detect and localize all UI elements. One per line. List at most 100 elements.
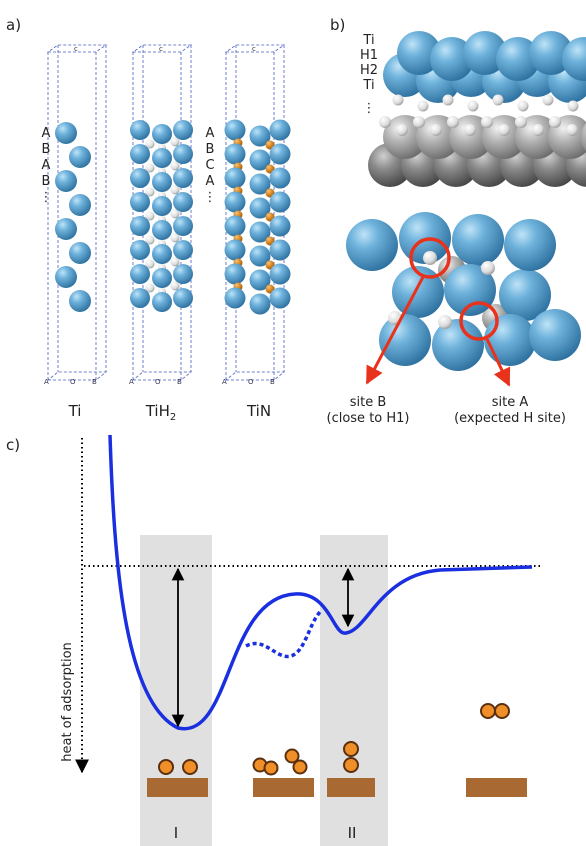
h-atom bbox=[171, 162, 180, 171]
stacking-label: B bbox=[206, 142, 215, 157]
layer-label: Ti bbox=[362, 78, 374, 93]
structure-name: TiN bbox=[246, 402, 271, 420]
h-atom bbox=[294, 761, 307, 774]
h-atom bbox=[183, 760, 197, 774]
ti-atom bbox=[173, 216, 193, 236]
stacking-label: B bbox=[42, 174, 51, 189]
h-atom bbox=[464, 124, 476, 136]
figure: a) b) c) cAOBcAOBcAOBABAB⋮ABCA⋮TiH1H2Ti⋮… bbox=[0, 0, 586, 846]
cell-label: O bbox=[155, 378, 161, 386]
surface bbox=[466, 778, 527, 797]
h-atom bbox=[498, 124, 510, 136]
ti-atom bbox=[270, 192, 291, 213]
ti-atom bbox=[152, 196, 172, 216]
ti-atom bbox=[152, 124, 172, 144]
ti-atom bbox=[225, 168, 246, 189]
ti-atom bbox=[504, 219, 556, 271]
cell-label: B bbox=[92, 378, 97, 386]
cell-label: O bbox=[248, 378, 254, 386]
structure-name: TiH2 bbox=[145, 402, 177, 423]
site-note: (close to H1) bbox=[327, 411, 410, 426]
h-atom bbox=[481, 704, 495, 718]
cell-label: c bbox=[159, 45, 163, 53]
layer-label: Ti bbox=[362, 33, 374, 48]
ti-atom bbox=[173, 120, 193, 140]
ti-atom bbox=[173, 168, 193, 188]
h-atom bbox=[468, 101, 479, 112]
ti-atom bbox=[270, 264, 291, 285]
site-name: site B bbox=[350, 395, 387, 410]
ti-atom bbox=[225, 192, 246, 213]
ti-atom bbox=[346, 219, 398, 271]
ti-atom bbox=[55, 122, 77, 144]
subscript: 2 bbox=[170, 412, 176, 423]
stacking-label: A bbox=[206, 174, 215, 189]
ti-atom bbox=[69, 146, 91, 168]
ti-atom bbox=[69, 194, 91, 216]
ti-atom bbox=[225, 216, 246, 237]
site-name: site A bbox=[492, 395, 529, 410]
ti-atom bbox=[379, 314, 431, 366]
h-atom bbox=[515, 116, 527, 128]
ti-atom bbox=[270, 240, 291, 261]
h-atom bbox=[495, 704, 509, 718]
cell-label: B bbox=[270, 378, 275, 386]
ti-atom bbox=[225, 144, 246, 165]
cell-label: c bbox=[252, 45, 256, 53]
h-atom bbox=[171, 282, 180, 291]
ti-atom bbox=[152, 148, 172, 168]
ti-atom bbox=[225, 240, 246, 261]
h-atom bbox=[568, 101, 579, 112]
ti-atom bbox=[452, 214, 504, 266]
ti-atom bbox=[152, 268, 172, 288]
region-label: II bbox=[348, 824, 357, 842]
h-atom bbox=[171, 210, 180, 219]
h-atom bbox=[171, 138, 180, 147]
ti-atom bbox=[250, 294, 271, 315]
ti-atom bbox=[152, 172, 172, 192]
h-atom bbox=[566, 124, 578, 136]
region-band bbox=[140, 535, 212, 846]
h-atom bbox=[543, 95, 554, 106]
h-atom bbox=[171, 186, 180, 195]
ti-atom bbox=[270, 168, 291, 189]
region-band bbox=[320, 535, 388, 846]
h-atom bbox=[171, 258, 180, 267]
h-atom bbox=[447, 116, 459, 128]
ti-atom bbox=[270, 216, 291, 237]
h-atom bbox=[344, 758, 358, 772]
ti-atom bbox=[270, 120, 291, 141]
ti-atom bbox=[173, 144, 193, 164]
ti-atom bbox=[529, 309, 581, 361]
layer-label: ⋮ bbox=[363, 101, 376, 116]
surfaces bbox=[147, 778, 527, 797]
cell-label: B bbox=[177, 378, 182, 386]
ti-atom bbox=[55, 218, 77, 240]
h-atom bbox=[430, 124, 442, 136]
h-atom bbox=[443, 95, 454, 106]
h-atom bbox=[438, 315, 452, 329]
ti-atom bbox=[152, 244, 172, 264]
cell-label: A bbox=[44, 378, 49, 386]
surface bbox=[327, 778, 375, 797]
cell-label: A bbox=[222, 378, 227, 386]
site-note: (expected H site) bbox=[454, 411, 566, 426]
formula: TiH bbox=[145, 402, 170, 420]
axis-label: heat of adsorption bbox=[60, 642, 75, 762]
ti-atom bbox=[484, 314, 536, 366]
structure-name: Ti bbox=[68, 402, 82, 420]
layer-label: H1 bbox=[360, 48, 378, 63]
stacking-label: B bbox=[42, 142, 51, 157]
layer-label: H2 bbox=[360, 63, 378, 78]
ti-atom bbox=[173, 192, 193, 212]
ti-atom bbox=[69, 242, 91, 264]
ti-atom bbox=[152, 220, 172, 240]
panel-label: a) bbox=[6, 16, 21, 34]
ti-atom bbox=[152, 292, 172, 312]
ti-atom bbox=[130, 120, 150, 140]
ti-atom bbox=[130, 240, 150, 260]
ti-atom bbox=[130, 288, 150, 308]
surface bbox=[253, 778, 314, 797]
ti-atom bbox=[55, 266, 77, 288]
h-atom bbox=[265, 762, 278, 775]
